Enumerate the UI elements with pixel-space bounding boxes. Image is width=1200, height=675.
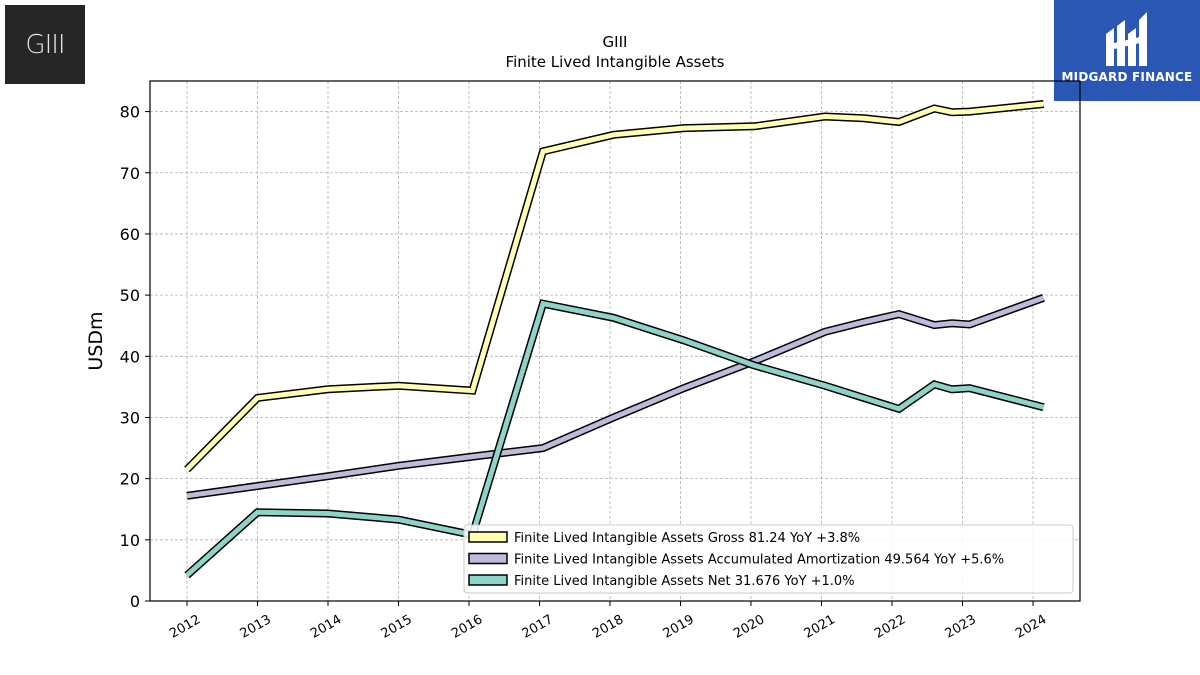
legend-swatch <box>468 552 508 565</box>
x-tick-label: 2014 <box>308 612 344 642</box>
y-tick-label: 60 <box>120 225 140 244</box>
y-tick-label: 0 <box>130 592 140 611</box>
y-tick-label: 50 <box>120 286 140 305</box>
series-lines <box>184 100 1045 579</box>
company-logo: GIII <box>5 5 85 84</box>
y-tick-label: 20 <box>120 470 140 489</box>
y-tick-label: 30 <box>120 408 140 427</box>
x-axis: 2012 2013 2014 2015 2016 2017 2018 2019 2020 2021… <box>167 601 1049 642</box>
legend: Finite Lived Intangible Assets Gross 81.… <box>463 524 1074 594</box>
x-tick-label: 2017 <box>520 612 556 642</box>
x-tick-label: 2022 <box>872 612 908 642</box>
legend-swatch <box>468 574 508 586</box>
x-tick-label: 2024 <box>1013 612 1049 642</box>
legend-label: Finite Lived Intangible Assets Gross 81.… <box>514 531 860 546</box>
company-logo-text: GIII <box>25 29 65 60</box>
legend-box <box>463 524 1074 594</box>
x-tick-label: 2018 <box>590 612 626 642</box>
y-tick-label: 40 <box>120 347 140 366</box>
series-line-1 <box>185 101 1044 472</box>
x-tick-label: 2016 <box>449 612 485 642</box>
x-tick-label: 2021 <box>802 612 838 642</box>
midgard-logo-icon <box>1106 12 1147 66</box>
y-tick-label: 70 <box>120 164 140 183</box>
plot-frame <box>149 80 1081 602</box>
y-tick-label: 80 <box>120 103 140 122</box>
series-line-3 <box>185 300 1045 578</box>
x-tick-label: 2023 <box>943 612 979 642</box>
x-tick-label: 2015 <box>379 612 415 642</box>
legend-label: Finite Lived Intangible Assets Accumulat… <box>514 553 1004 568</box>
series-line-2 <box>186 295 1045 499</box>
chart-subtitle: Finite Lived Intangible Assets <box>506 53 725 71</box>
y-axis-label: USDm <box>85 311 107 370</box>
legend-swatch <box>468 531 508 543</box>
chart-title: GIII <box>603 33 628 51</box>
legend-label: Finite Lived Intangible Assets Net 31.67… <box>514 574 855 589</box>
x-tick-label: 2019 <box>661 612 697 642</box>
y-axis: 0 10 20 30 40 50 60 70 80 <box>120 103 150 611</box>
midgard-finance-logo: MIDGARD FINANCE <box>1054 0 1200 101</box>
midgard-logo-text: MIDGARD FINANCE <box>1061 70 1193 84</box>
x-tick-label: 2012 <box>167 612 203 642</box>
x-tick-label: 2013 <box>238 612 274 642</box>
x-tick-label: 2020 <box>731 612 767 642</box>
y-tick-label: 10 <box>120 531 140 550</box>
grid-lines <box>150 81 1080 601</box>
